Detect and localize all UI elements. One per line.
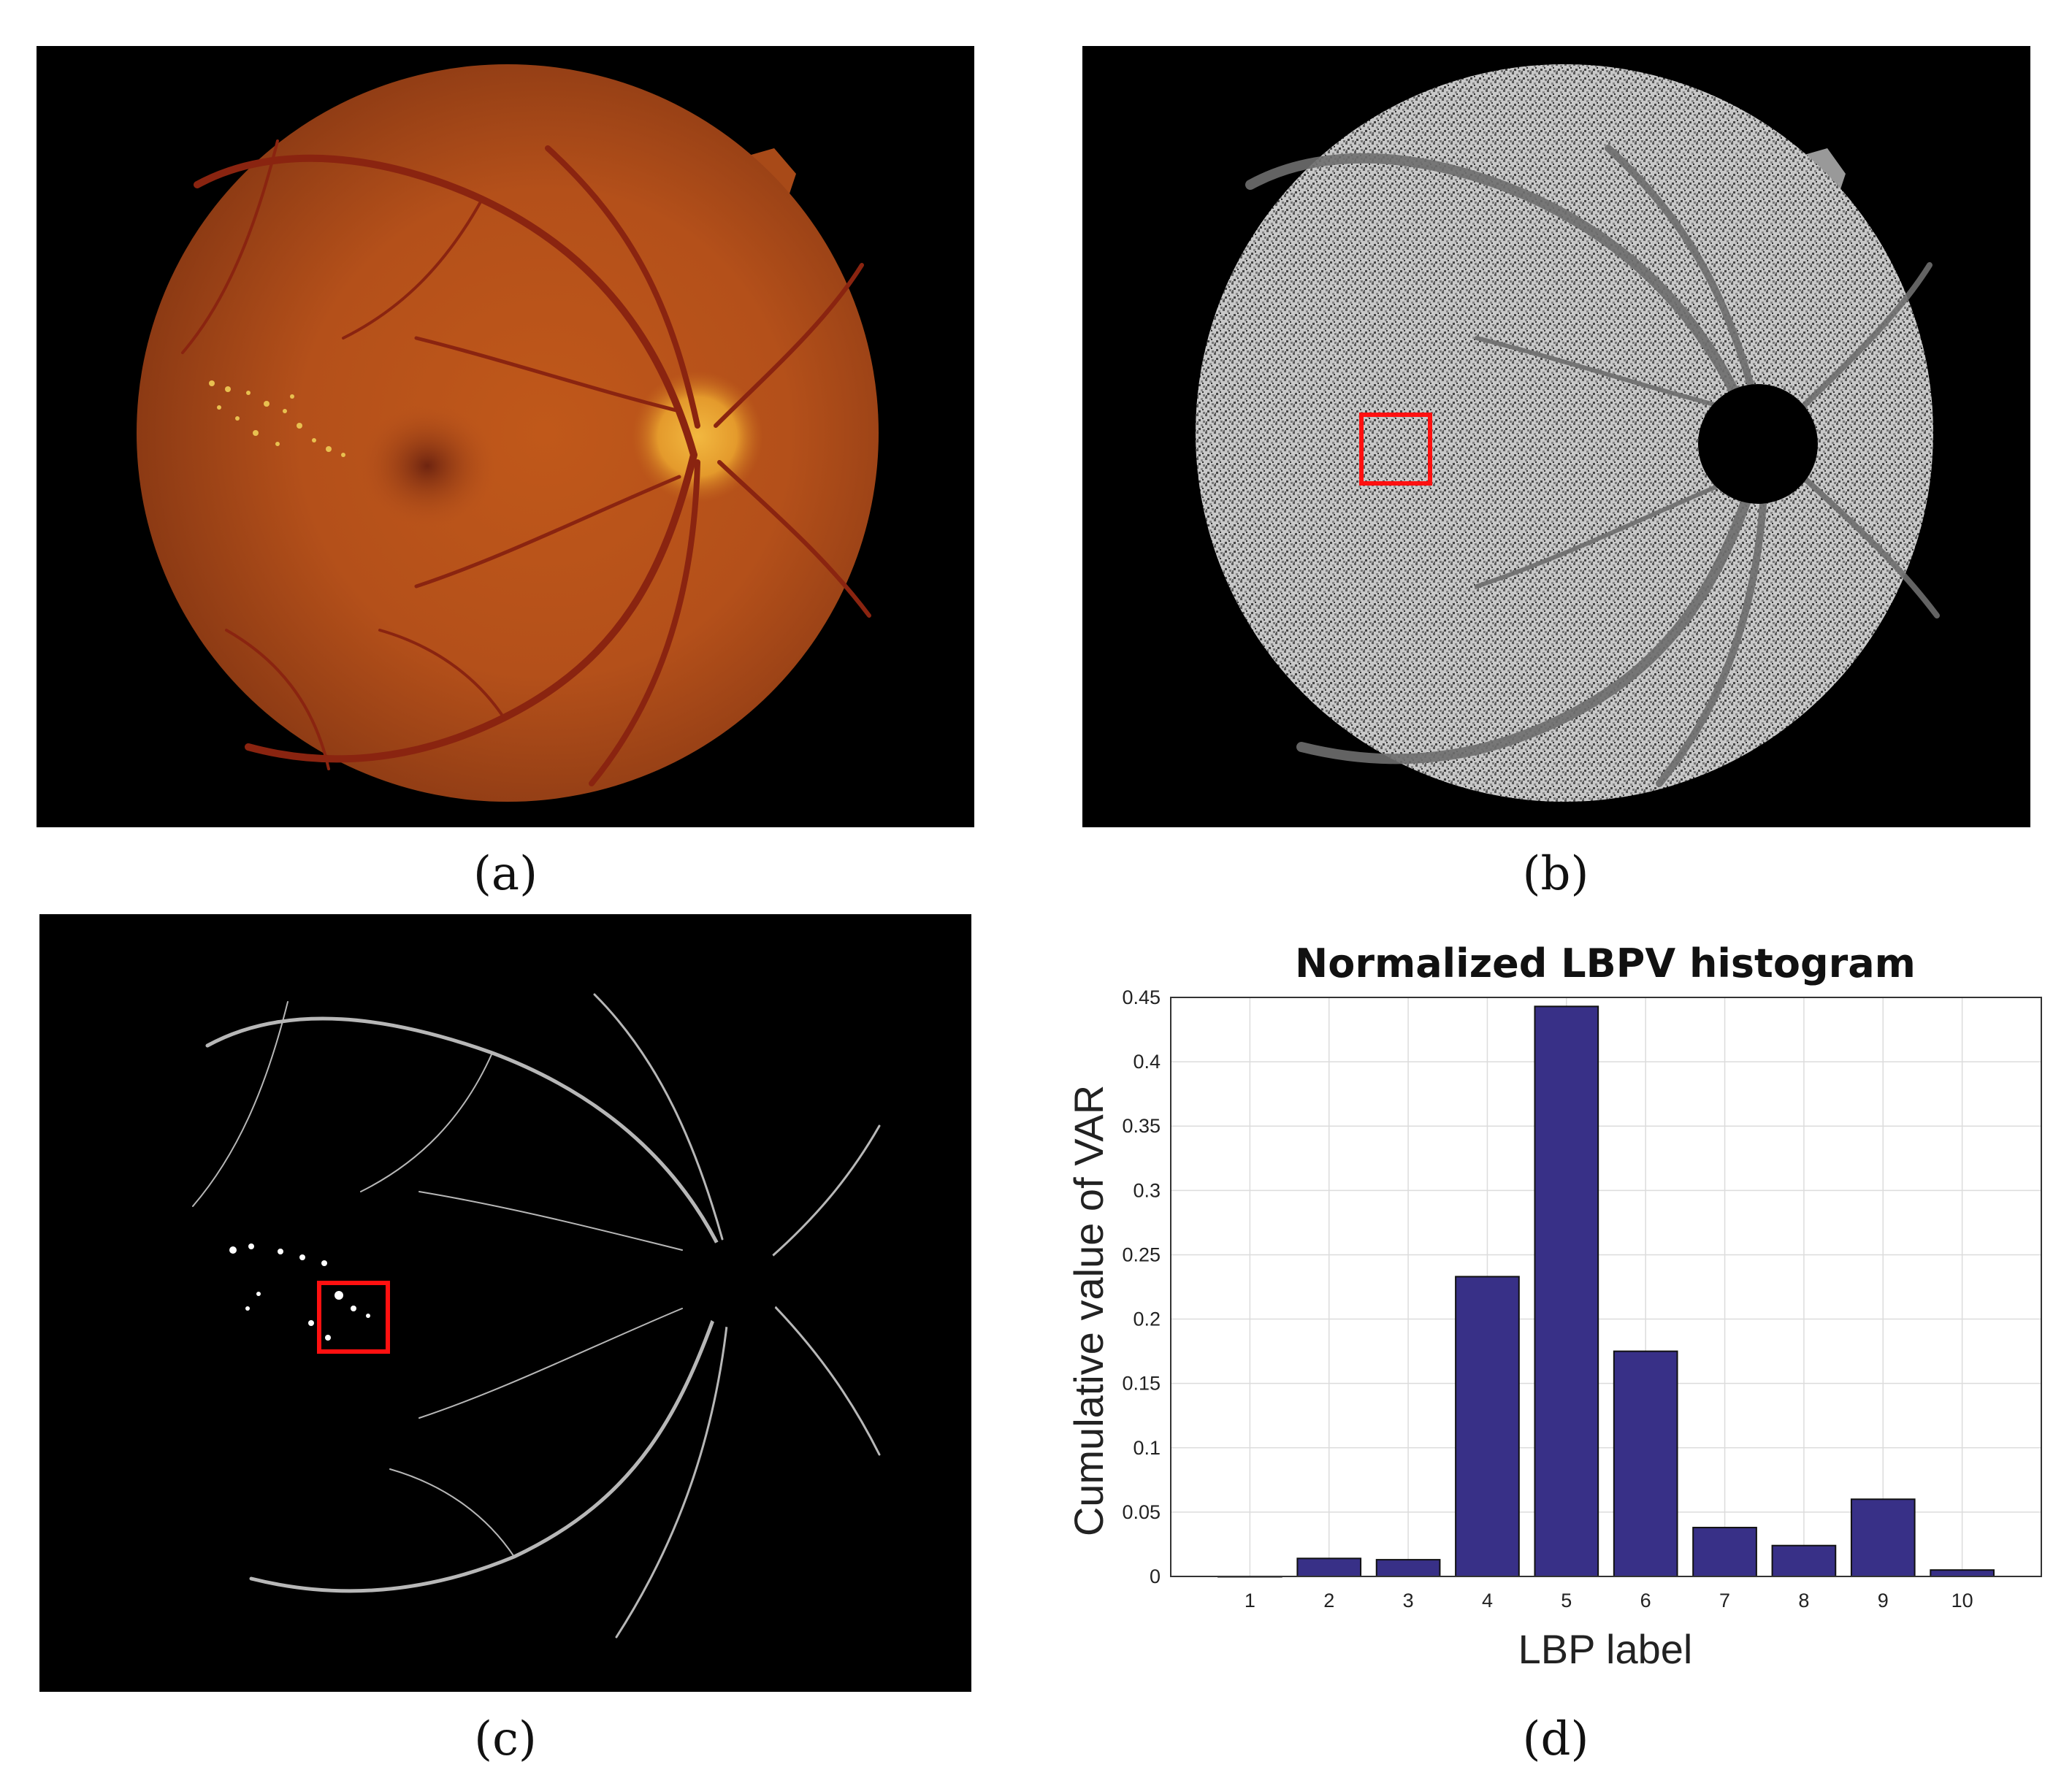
y-axis-label: Cumulative value of VAR — [1066, 1085, 1112, 1536]
caption-b: (b) — [1522, 847, 1589, 901]
histogram-bar — [1692, 1527, 1757, 1578]
retina-disc — [137, 64, 879, 802]
caption-d: (d) — [1522, 1712, 1589, 1766]
y-tick-label: 0 — [1150, 1565, 1161, 1587]
plot-frame — [1170, 997, 2042, 1577]
y-tick-label: 0.25 — [1122, 1243, 1161, 1265]
y-tick-label: 0.4 — [1133, 1051, 1161, 1073]
fundus-image-panel — [37, 46, 974, 827]
x-tick-label: 3 — [1403, 1590, 1414, 1611]
y-tick-label: 0.45 — [1122, 986, 1161, 1008]
x-tick-label: 4 — [1482, 1590, 1493, 1611]
histogram-bar — [1613, 1350, 1678, 1577]
x-tick-label: 2 — [1323, 1590, 1334, 1611]
x-tick-label: 6 — [1640, 1590, 1651, 1611]
x-tick-label: 8 — [1798, 1590, 1809, 1611]
variance-map-image — [39, 914, 971, 1692]
lesion-spots — [229, 1243, 370, 1341]
x-tick-label: 9 — [1878, 1590, 1889, 1611]
y-tick-label: 0.2 — [1133, 1308, 1161, 1330]
lbp-texture-disc — [1196, 64, 1933, 802]
histogram-bar — [1455, 1276, 1520, 1577]
histogram-bar — [1296, 1557, 1362, 1577]
roi-box — [1359, 413, 1432, 486]
histogram-bar — [1771, 1544, 1837, 1578]
y-tick-label: 0.1 — [1133, 1437, 1161, 1459]
caption-c: (c) — [474, 1712, 537, 1766]
roi-box — [317, 1281, 390, 1354]
masked-optic-disc — [692, 1238, 782, 1328]
x-tick-label: 7 — [1719, 1590, 1730, 1611]
fundus-photo — [37, 46, 974, 827]
caption-a: (a) — [473, 847, 538, 901]
masked-optic-disc — [1698, 384, 1818, 504]
x-tick-label: 1 — [1245, 1590, 1255, 1611]
histogram-bar — [1534, 1005, 1599, 1577]
exudate-spots — [209, 380, 345, 457]
lbp-map-image — [1082, 46, 2030, 827]
y-tick-label: 0.15 — [1122, 1373, 1161, 1395]
x-axis-label: LBP label — [1518, 1626, 1693, 1672]
x-tick-label: 5 — [1561, 1590, 1572, 1611]
y-tick-label: 0.35 — [1122, 1115, 1161, 1137]
chart-title: Normalized LBPV histogram — [1295, 940, 1916, 986]
x-tick-label: 10 — [1951, 1590, 1973, 1611]
lbp-map-panel — [1082, 46, 2030, 827]
histogram-bar — [1850, 1498, 1916, 1577]
y-tick-label: 0.05 — [1122, 1501, 1161, 1523]
y-tick-label: 0.3 — [1133, 1179, 1161, 1201]
histogram-bar — [1375, 1559, 1441, 1577]
variance-map-panel — [39, 914, 971, 1692]
histogram-bar — [1930, 1569, 1995, 1578]
